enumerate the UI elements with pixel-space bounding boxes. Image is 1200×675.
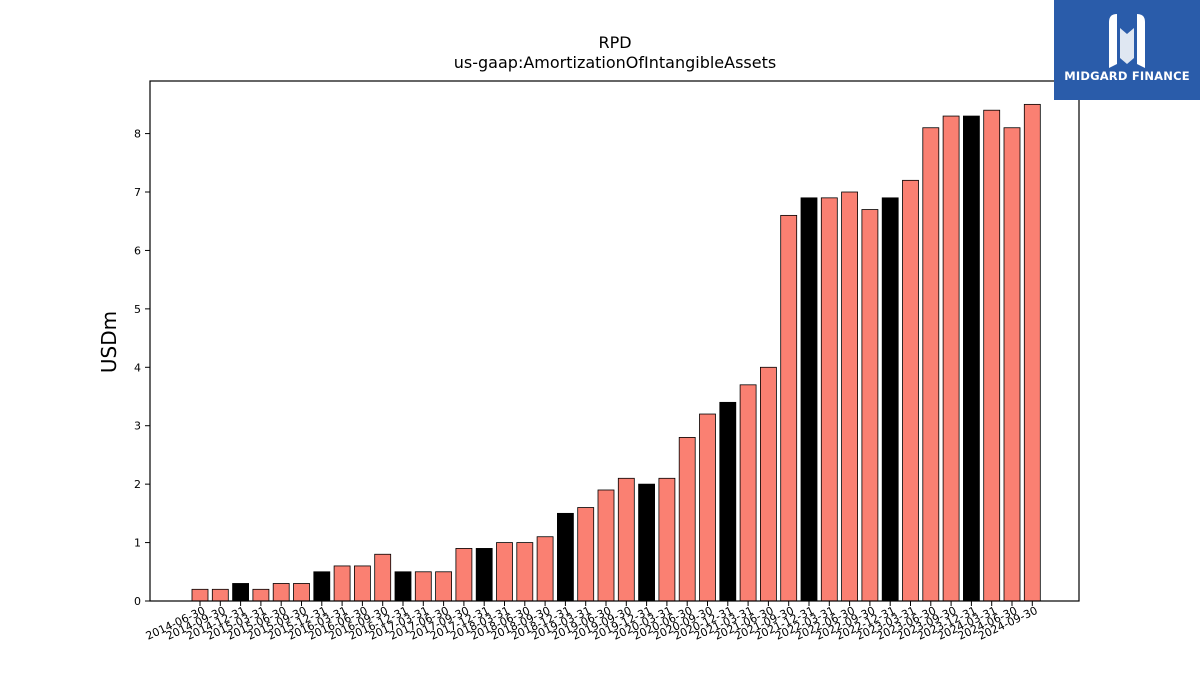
bar-2016-06-30 [353,565,371,602]
y-tick-label: 6 [134,244,141,257]
bar-2014-12-31 [232,583,250,602]
x-ticks-group: 2014-06-302014-09-302014-12-312015-03-31… [144,601,1040,643]
bar-2022-03-31 [820,197,838,602]
chart-subtitle: us-gaap:AmortizationOfIntangibleAssets [454,53,776,72]
bars-group [191,103,1041,602]
bar-2017-06-30 [435,571,453,602]
bar-2019-06-30 [597,489,615,602]
bar-2020-12-31 [719,401,737,602]
bar-2021-06-30 [760,366,777,602]
bar-2021-03-31 [739,384,757,602]
bar-2021-09-30 [780,214,798,602]
bar-2015-06-30 [272,583,290,602]
chart-title: RPD [598,33,631,52]
bar-2023-06-30 [922,127,940,602]
y-tick-label: 7 [134,186,141,199]
bar-2022-09-30 [861,209,879,602]
bar-2024-06-30 [1003,127,1021,602]
y-tick-label: 3 [134,420,141,433]
bar-2019-12-31 [638,483,655,602]
midgard-logo-icon [1109,14,1145,68]
bar-2017-12-31 [475,548,493,602]
bar-2015-12-31 [313,571,331,602]
bar-2020-09-30 [699,413,716,602]
bar-2014-06-30 [191,588,209,602]
y-tick-label: 5 [134,303,141,316]
bar-2014-09-30 [211,588,229,602]
bar-2021-12-31 [800,197,818,602]
bar-2017-03-31 [414,571,432,602]
bar-2024-09-30 [1023,103,1041,602]
bar-2023-09-30 [942,115,960,602]
bar-2017-09-30 [455,548,473,602]
bar-2022-12-31 [881,197,899,602]
brand-logo: MIDGARD FINANCE [1054,0,1200,100]
bar-2020-06-30 [678,436,696,602]
bar-2018-12-31 [557,512,574,602]
bar-2022-06-30 [841,191,858,602]
bar-2018-09-30 [536,536,554,602]
brand-name: MIDGARD FINANCE [1064,69,1190,83]
bar-2019-09-30 [617,477,635,602]
bar-2015-03-31 [252,588,270,602]
bar-2024-03-31 [983,109,1001,602]
bar-2016-09-30 [374,553,392,602]
y-ticks-group: 0 1 2 3 4 5 6 7 8 [134,128,150,608]
y-tick-label: 4 [134,361,141,374]
y-tick-label: 2 [134,478,141,491]
bar-2016-12-31 [394,571,412,602]
plot-frame [149,80,1080,602]
bar-2018-06-30 [516,542,534,602]
bar-2020-03-31 [658,477,676,602]
y-tick-label: 0 [134,595,141,608]
y-tick-label: 1 [134,537,141,550]
bar-2019-03-31 [577,507,595,602]
y-axis-label: USDm [97,311,121,373]
bar-2018-03-31 [496,542,513,602]
bar-2015-09-30 [293,583,310,602]
y-tick-label: 8 [134,128,141,141]
bar-2023-12-31 [963,115,980,602]
bar-2016-03-31 [333,565,351,602]
bar-2023-03-31 [902,179,919,602]
